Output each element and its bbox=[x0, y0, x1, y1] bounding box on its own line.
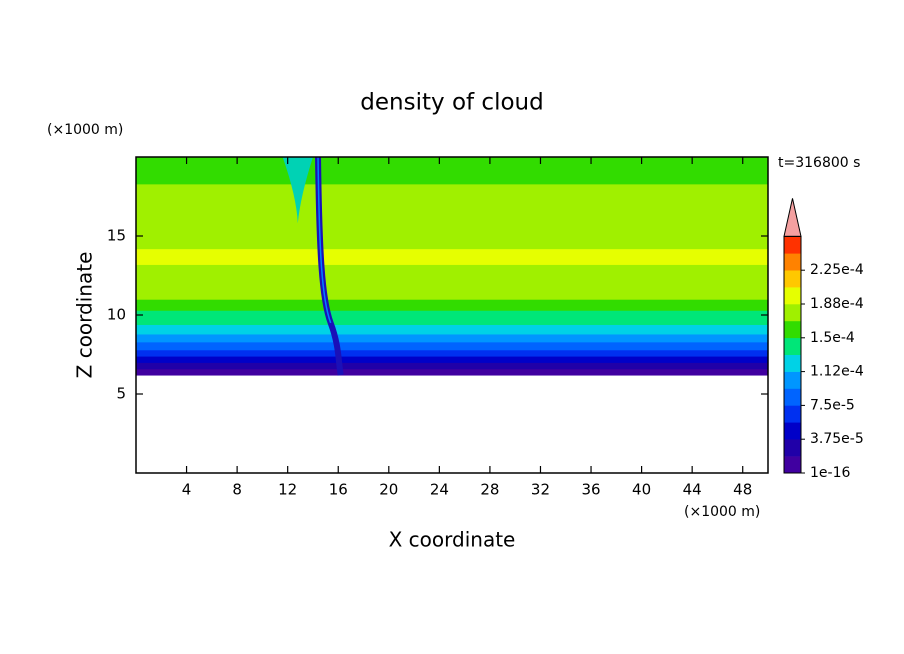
storm-column-core bbox=[317, 156, 332, 324]
colorbar-band bbox=[784, 320, 801, 339]
contour-band bbox=[136, 183, 768, 213]
colorbar-label: 7.5e-5 bbox=[810, 397, 855, 413]
y-unit: (×1000 m) bbox=[47, 122, 123, 138]
contour-band bbox=[136, 264, 768, 276]
x-tick-label: 44 bbox=[683, 481, 702, 499]
colorbar-band bbox=[784, 422, 801, 440]
colorbar-label: 1.88e-4 bbox=[810, 296, 864, 312]
y-tick-label: 5 bbox=[116, 385, 126, 403]
colorbar-band bbox=[784, 337, 801, 355]
x-tick-label: 4 bbox=[182, 481, 192, 499]
colorbar-label: 1.12e-4 bbox=[810, 364, 864, 380]
colorbar-extend bbox=[783, 198, 802, 237]
colorbar-label: 1e-16 bbox=[810, 465, 850, 481]
y-tick-label: 10 bbox=[107, 306, 126, 324]
contour-band bbox=[136, 362, 768, 370]
colorbar-label: 3.75e-5 bbox=[810, 431, 864, 447]
contour-band bbox=[136, 299, 768, 311]
colorbar-band bbox=[784, 270, 801, 288]
chart-title: density of cloud bbox=[360, 90, 543, 116]
x-tick-label: 12 bbox=[278, 481, 297, 499]
y-tick-label: 15 bbox=[107, 227, 126, 245]
x-unit: (×1000 m) bbox=[684, 504, 760, 520]
colorbar-band bbox=[784, 304, 801, 322]
contour-band bbox=[136, 341, 768, 351]
contour-band bbox=[136, 333, 768, 343]
contour-band bbox=[136, 248, 768, 265]
x-tick-label: 20 bbox=[379, 481, 398, 499]
contour-band bbox=[136, 324, 768, 335]
x-tick-label: 48 bbox=[733, 481, 752, 499]
x-tick-label: 8 bbox=[232, 481, 242, 499]
x-axis-label: X coordinate bbox=[389, 528, 516, 552]
contour-band bbox=[136, 275, 768, 300]
y-axis-label: Z coordinate bbox=[73, 252, 97, 379]
colorbar-band bbox=[784, 236, 801, 254]
colorbar-band bbox=[784, 287, 801, 305]
contour-band bbox=[136, 212, 768, 250]
x-tick-label: 32 bbox=[531, 481, 550, 499]
annotation: t=316800 s bbox=[778, 155, 860, 171]
overlay bbox=[282, 156, 344, 376]
colorbar-frame bbox=[783, 235, 802, 474]
x-tick-label: 36 bbox=[581, 481, 600, 499]
x-tick-label: 40 bbox=[632, 481, 651, 499]
anvil-dip bbox=[282, 157, 313, 224]
contour-band bbox=[136, 349, 768, 357]
colorbar-band bbox=[784, 388, 801, 406]
colorbar-label: 2.25e-4 bbox=[810, 262, 864, 278]
contour-band bbox=[136, 310, 768, 325]
colorbar-label: 1.5e-4 bbox=[810, 330, 855, 346]
field bbox=[136, 157, 768, 376]
colorbar-band bbox=[784, 354, 801, 372]
colorbar-band bbox=[784, 456, 801, 474]
contour-band bbox=[136, 157, 768, 171]
contour-band bbox=[136, 368, 768, 376]
x-tick-label: 28 bbox=[480, 481, 499, 499]
colorbar-band bbox=[784, 439, 801, 457]
x-tick-label: 24 bbox=[430, 481, 449, 499]
x-tick-label: 16 bbox=[329, 481, 348, 499]
colorbar-band bbox=[784, 253, 801, 271]
colorbar-band bbox=[784, 371, 801, 389]
contour-band bbox=[136, 356, 768, 363]
colorbar-band bbox=[784, 405, 801, 423]
contour-band bbox=[136, 169, 768, 185]
